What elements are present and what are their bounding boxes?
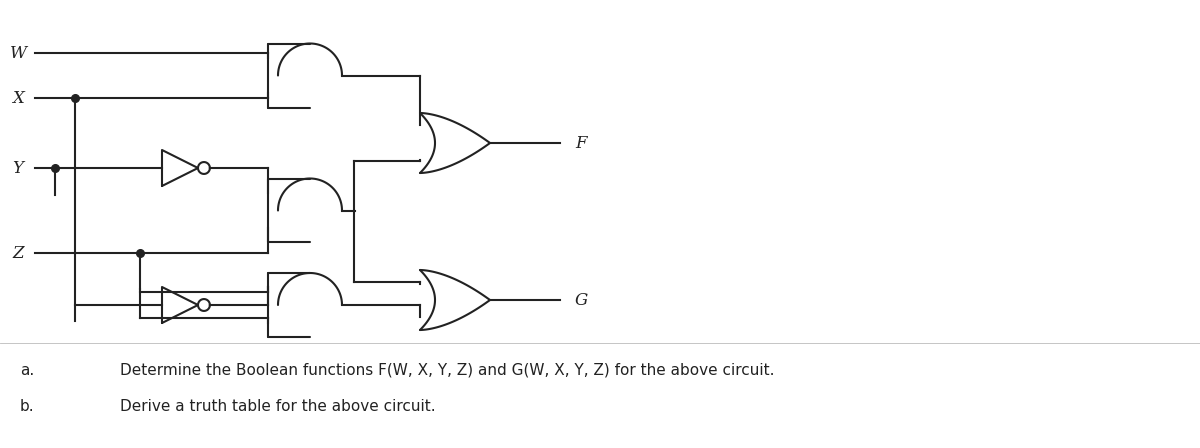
Text: Y: Y: [12, 159, 24, 177]
Text: G: G: [575, 292, 588, 309]
Text: Determine the Boolean functions F(W, X, Y, Z) and G(W, X, Y, Z) for the above ci: Determine the Boolean functions F(W, X, …: [120, 362, 774, 378]
Text: W: W: [10, 44, 26, 61]
Text: Z: Z: [12, 245, 24, 262]
Text: b.: b.: [20, 399, 35, 414]
Text: F: F: [575, 134, 587, 151]
Text: Derive a truth table for the above circuit.: Derive a truth table for the above circu…: [120, 399, 436, 414]
Text: X: X: [12, 90, 24, 107]
Text: a.: a.: [20, 362, 35, 378]
